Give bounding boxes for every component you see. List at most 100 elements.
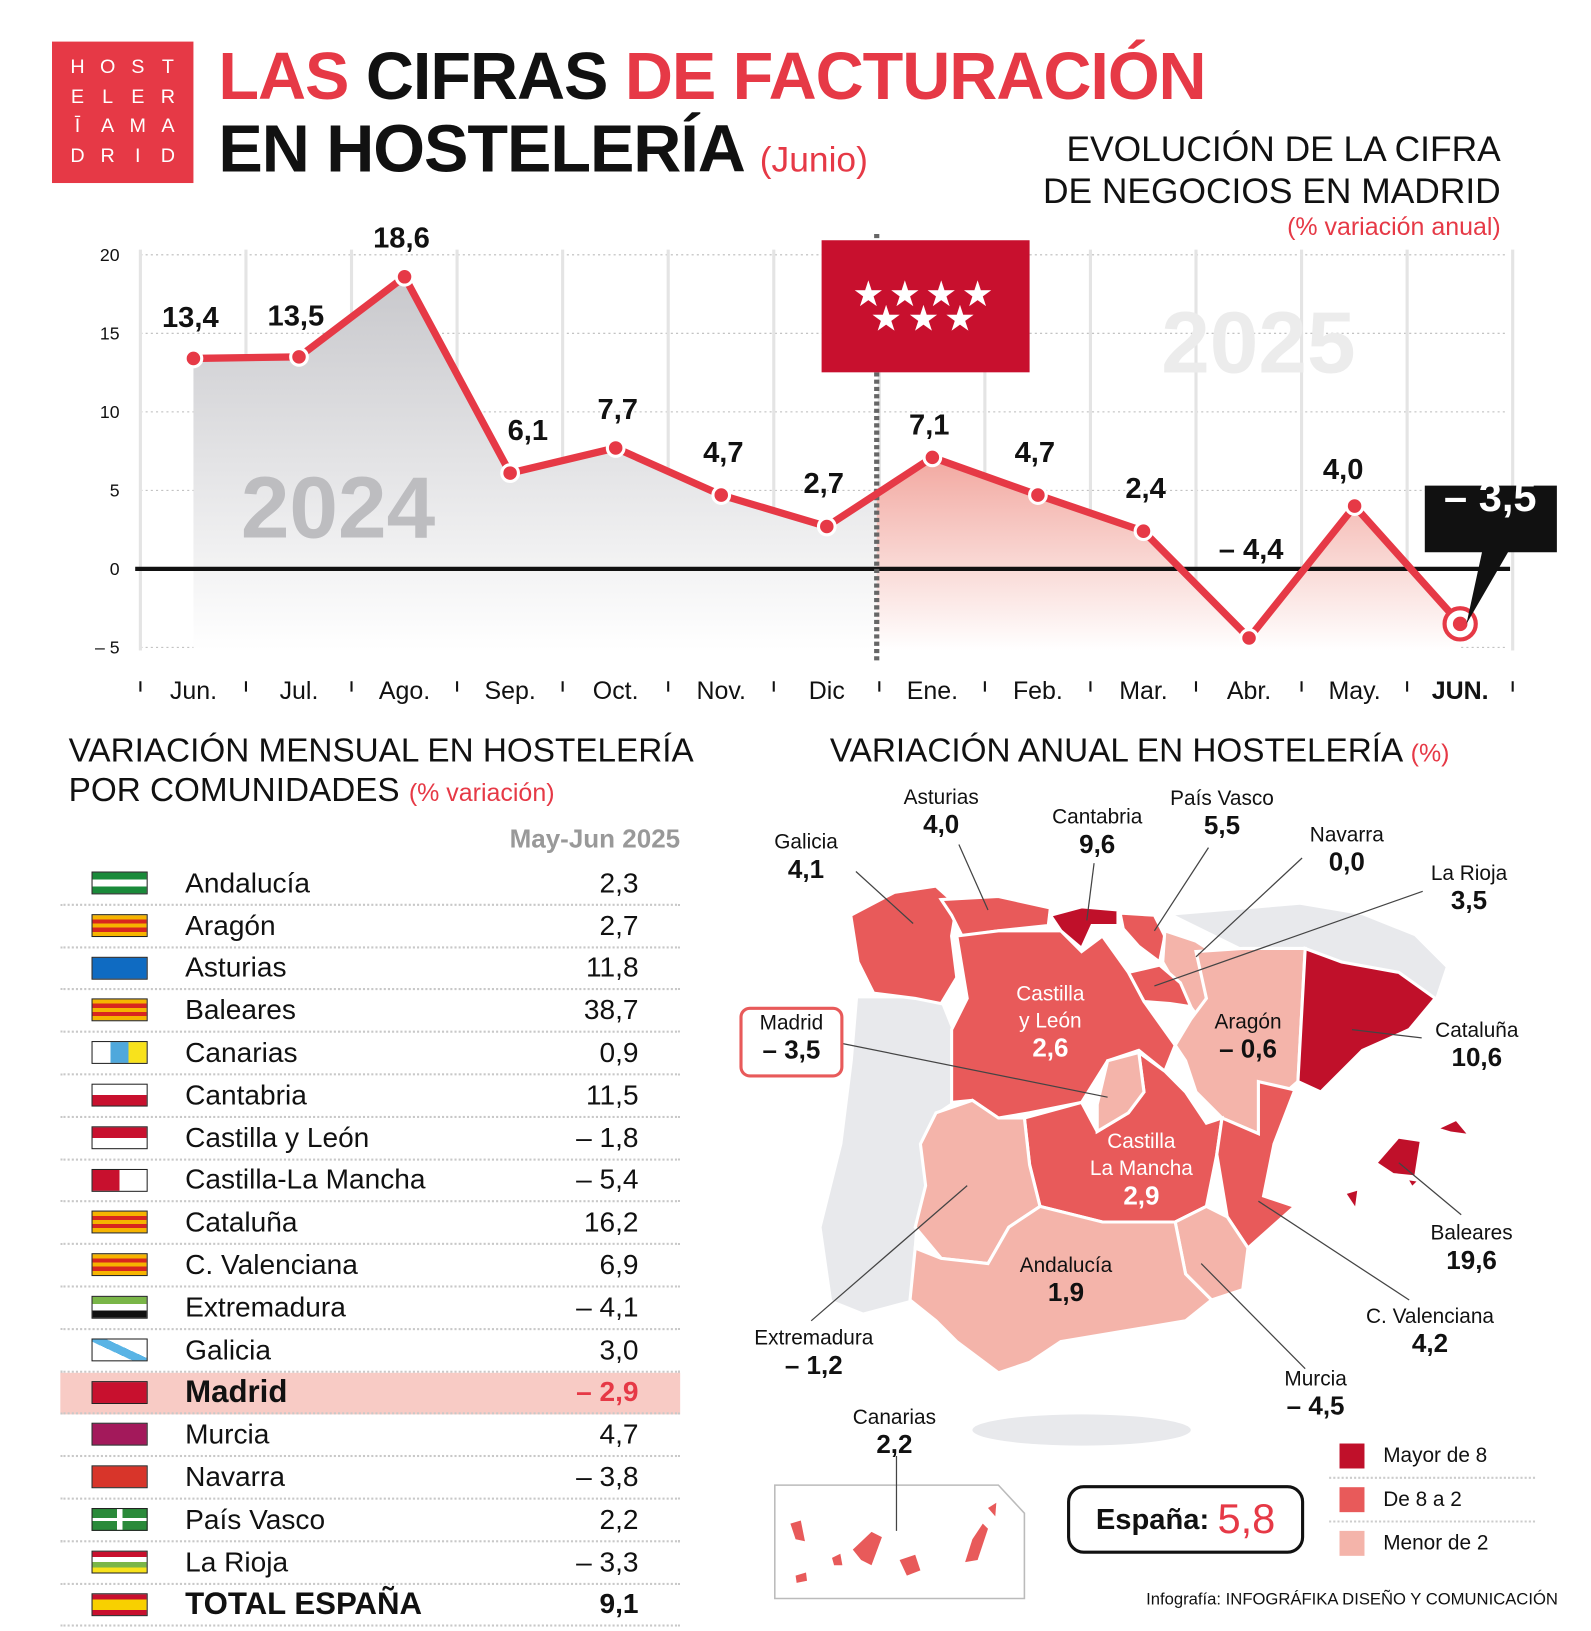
legend-swatch [1339, 1443, 1365, 1469]
x-tick-label: May. [1328, 677, 1380, 705]
map-label-text: Cataluña [1435, 1019, 1519, 1043]
logo-letter: A [161, 115, 175, 138]
leader-line [810, 1185, 968, 1322]
region-canarias [899, 1554, 921, 1576]
map-label-text: – 4,5 [1286, 1391, 1345, 1421]
logo-letter: H [70, 56, 85, 79]
label-extremadura: Extremadura – 1,2 [744, 1325, 884, 1379]
x-tick-label: Sep. [484, 677, 535, 705]
leader-line [1258, 1200, 1410, 1301]
monthly-section-title: VARIACIÓN MENSUAL EN HOSTELERÍA POR COMU… [69, 730, 694, 813]
y-tick-label: – 5 [95, 638, 120, 658]
flag-icon [91, 1550, 148, 1574]
year-label-2025: 2025 [1161, 294, 1355, 392]
data-point [605, 438, 626, 458]
y-tick-label: 0 [110, 559, 120, 579]
logo-letter: I [135, 145, 141, 167]
flag-icon [91, 1210, 148, 1234]
x-tick-label: Oct. [593, 677, 639, 705]
flag-icon [91, 913, 148, 937]
community-name: Madrid [185, 1374, 288, 1410]
table-row: Extremadura – 4,1 [60, 1287, 681, 1330]
spain-total-badge: España: 5,8 [1067, 1485, 1305, 1554]
label-baleares: Baleares 19,6 [1414, 1220, 1528, 1274]
table-row: Castilla-La Mancha – 5,4 [60, 1160, 681, 1203]
label-aragon: Aragón – 0,6 [1196, 1009, 1300, 1063]
legend-swatch [1339, 1487, 1365, 1513]
flag-icon [91, 1465, 148, 1489]
leader-line [1086, 863, 1095, 921]
community-name: Murcia [185, 1418, 270, 1451]
title-subtitle: (Junio) [759, 140, 868, 180]
logo-letter: L [102, 86, 114, 108]
community-name: La Rioja [185, 1546, 289, 1578]
map-label-text: 4,1 [787, 854, 825, 884]
community-name: Cantabria [185, 1079, 307, 1111]
map-label-text: Canarias [852, 1406, 937, 1429]
x-tick-label: Feb. [1013, 677, 1063, 705]
star-icon: ★ [925, 275, 957, 314]
data-point [711, 485, 732, 505]
flag-icon [91, 1592, 148, 1616]
community-name: Baleares [185, 994, 296, 1026]
community-value: 6,9 [599, 1249, 639, 1281]
label-castilla-la-mancha: Castilla La Mancha 2,9 [1076, 1128, 1206, 1209]
data-point [183, 348, 204, 369]
label-cantabria: Cantabria 9,6 [1040, 804, 1154, 858]
leader-line [855, 871, 914, 924]
community-name: C. Valenciana [185, 1249, 358, 1281]
table-row: Cantabria 11,5 [60, 1075, 681, 1118]
community-name: Andalucía [185, 867, 311, 899]
community-name: Navarra [185, 1461, 285, 1493]
community-value: 0,9 [599, 1036, 639, 1069]
map-label-text: Aragón [1214, 1010, 1282, 1034]
community-name: Cataluña [185, 1206, 298, 1238]
y-tick-label: 20 [100, 245, 120, 265]
map-legend: Mayor de 8 De 8 a 2 Menor de 2 [1329, 1435, 1536, 1565]
map-label-text: 10,6 [1451, 1043, 1503, 1073]
spain-value: 5,8 [1217, 1496, 1276, 1542]
logo-letter: R [160, 86, 176, 108]
map-label-text: C. Valenciana [1366, 1305, 1494, 1329]
community-name: Aragón [185, 909, 276, 941]
community-value: 2,3 [599, 867, 639, 899]
table-row: Madrid – 2,9 [60, 1372, 681, 1415]
legend-label: De 8 a 2 [1383, 1487, 1462, 1511]
flag-icon [91, 1041, 148, 1065]
data-label: 18,6 [373, 223, 430, 255]
chart-title: EVOLUCIÓN DE LA CIFRA DE NEGOCIOS EN MAD… [1043, 129, 1501, 243]
annual-section-title: VARIACIÓN ANUAL EN HOSTELERÍA (%) [830, 730, 1450, 774]
star-icon: ★ [944, 300, 976, 339]
map-label-text: Cantabria [1052, 806, 1143, 829]
community-name: Canarias [185, 1036, 298, 1069]
flag-icon [91, 1168, 148, 1192]
star-icon: ★ [908, 300, 940, 339]
community-value: – 4,1 [576, 1291, 639, 1323]
label-canarias: Canarias 2,2 [842, 1404, 946, 1458]
map-label-text: – 1,2 [784, 1350, 843, 1381]
logo-letter: O [99, 56, 116, 79]
table-row: Andalucía 2,3 [60, 863, 681, 906]
legend-item: Menor de 2 [1329, 1523, 1535, 1565]
flag-icon [91, 1507, 148, 1531]
credit: Infografía: INFOGRÁFIKA DISEÑO Y COMUNIC… [1146, 1591, 1558, 1609]
community-value: 3,0 [599, 1333, 639, 1366]
flag-icon [91, 998, 148, 1022]
y-tick-label: 5 [110, 481, 120, 501]
title-line2: EN HOSTELERÍA [218, 111, 743, 187]
map-label-text: 9,6 [1079, 829, 1116, 860]
label-madrid: Madrid – 3,5 [739, 1006, 844, 1078]
spain-label: España: [1095, 1502, 1210, 1536]
map-label-text: 4,0 [923, 810, 960, 840]
map-label-text: Madrid [759, 1011, 824, 1035]
logo-letter: T [161, 56, 174, 79]
map-label-text: 2,6 [1032, 1033, 1069, 1063]
region-paisvasco [1118, 911, 1167, 965]
community-value: 11,5 [585, 1079, 639, 1111]
chart-subtitle: (% variación anual) [1287, 213, 1501, 242]
map-label-text: Andalucía [1019, 1254, 1113, 1278]
table-row: Aragón 2,7 [60, 906, 681, 949]
map-label-text: 4,2 [1411, 1329, 1449, 1359]
data-label: 13,4 [162, 302, 219, 334]
